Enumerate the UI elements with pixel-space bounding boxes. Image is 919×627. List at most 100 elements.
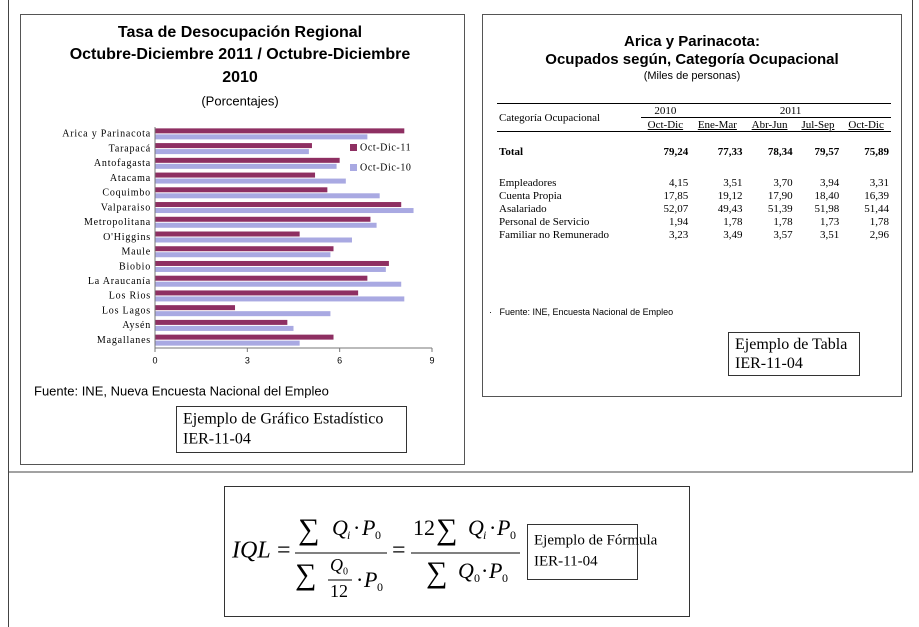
header-cell: Jul-Sep (794, 117, 842, 132)
bar (155, 296, 405, 302)
y-tick-label: Tarapacá (109, 143, 151, 154)
x-tick-label: 3 (245, 355, 250, 365)
table-cell: 52,07 (663, 203, 689, 215)
x-tick-label: 6 (337, 355, 342, 365)
bar (155, 143, 312, 149)
chart-title: Octubre-Diciembre 2011 / Octubre-Diciemb… (70, 46, 411, 63)
spacer (497, 132, 891, 146)
table-cell: 2,96 (869, 229, 889, 241)
bar (155, 275, 368, 281)
table-cell: 1,78 (773, 216, 793, 228)
bar (155, 305, 236, 311)
bar (155, 178, 346, 184)
caption: IER-11-04 (183, 431, 251, 448)
caption: IER-11-04 (534, 553, 598, 569)
caption-box (176, 406, 407, 453)
y-tick-label: Los Rios (109, 291, 151, 302)
legend-swatch (350, 144, 357, 151)
table-cell: 51,39 (767, 203, 793, 215)
formula-glyph: i (347, 528, 350, 542)
bar (155, 334, 334, 340)
table-cell: 1,94 (668, 216, 689, 228)
x-tick-label: 9 (429, 355, 434, 365)
formula-glyph: Q (330, 555, 343, 575)
table-cell: 3,57 (773, 229, 793, 241)
table-cell: 3,94 (820, 177, 840, 189)
table-cell: 79,57 (814, 146, 840, 158)
bar (155, 290, 359, 296)
formula-glyph: 0 (377, 580, 383, 594)
formula-box (224, 486, 690, 617)
y-tick-label: Magallanes (97, 335, 151, 346)
table-cell: 75,89 (864, 146, 889, 158)
chart-source: Fuente: INE, Nueva Encuesta Nacional del… (34, 383, 329, 398)
spacer (497, 159, 891, 177)
bar (155, 157, 340, 163)
table-cell: 3,51 (820, 229, 840, 241)
table-cell: Empleadores (499, 177, 557, 189)
formula-glyph: 12 (413, 515, 435, 540)
formula-glyph: 12 (330, 581, 348, 601)
formula-glyph: 0 (474, 571, 480, 585)
table-cell: 3,23 (668, 229, 689, 241)
table-row: Total 79,24 77,33 78,34 79,57 75,89 (497, 146, 891, 159)
table-row: Empleadores 4,15 3,51 3,70 3,94 3,31 (497, 177, 891, 190)
table-cell: 19,12 (717, 190, 743, 202)
formula-glyph: · (356, 567, 363, 592)
chart-title: 2010 (222, 69, 258, 86)
bar (155, 252, 331, 258)
y-tick-label: La Araucanía (88, 276, 151, 287)
header-row: Oct-Dic Ene-Mar Abr-Jun Jul-Sep Oct-Dic (497, 117, 891, 132)
header-cell: Oct-Dic (640, 117, 691, 132)
formula-glyph: i (483, 528, 486, 542)
y-tick-label: Biobio (119, 261, 151, 272)
table-cell: 4,15 (668, 177, 689, 189)
table-cell: Total (499, 146, 524, 158)
header-cell: Abr-Jun (744, 117, 795, 132)
formula-glyph: ∑ (298, 513, 319, 546)
bar (155, 134, 368, 140)
y-tick-label: O'Higgins (103, 232, 151, 243)
table-cell: 51,98 (814, 203, 840, 215)
bar (155, 260, 389, 266)
bar (155, 231, 300, 237)
header-cell: Oct-Dic (841, 117, 891, 132)
formula-glyph: P (488, 558, 502, 583)
formula-glyph: IQL (231, 538, 271, 564)
chart-subtitle: (Porcentajes) (201, 93, 278, 108)
bar (155, 208, 414, 214)
formula-glyph: · (353, 515, 360, 540)
table-row: Familiar no Remunerado 3,23 3,49 3,57 3,51 2,… (497, 229, 891, 242)
y-tick-label: Coquimbo (102, 188, 151, 199)
formula-glyph: P (361, 515, 375, 540)
table-cell: 16,39 (864, 190, 889, 202)
table-cell: Asalariado (499, 203, 547, 215)
bar (155, 193, 380, 199)
table-cell: 49,43 (717, 203, 743, 215)
legend-swatch (350, 164, 357, 171)
formula-glyph: ∑ (436, 513, 457, 546)
source: Fuente: INE, Encuesta Nacional de Empleo (499, 307, 674, 317)
table-cell: Familiar no Remunerado (499, 229, 609, 241)
table-cell: 18,40 (814, 190, 840, 202)
bar (155, 149, 309, 155)
bar (155, 172, 316, 178)
bar (155, 281, 402, 287)
table-cell: 3,31 (869, 177, 889, 189)
table-cell: 3,49 (723, 229, 743, 241)
bar (155, 311, 331, 317)
y-tick-label: Metropolitana (84, 217, 151, 228)
table-box: Arica y Parinacota: Ocupados según, Cate… (482, 14, 902, 397)
formula-glyph: P (496, 515, 510, 540)
table-cell: Cuenta Propia (499, 190, 562, 202)
y-tick-label: Antofagasta (94, 158, 151, 169)
bar (155, 187, 328, 193)
table-source: · Fuente: INE, Encuesta Nacional de Empl… (489, 307, 674, 317)
formula-glyph: ∑ (295, 558, 316, 591)
table-cell: 79,24 (663, 146, 689, 158)
formula-glyph: 0 (343, 566, 348, 577)
table-cell: 17,85 (663, 190, 689, 202)
formula-glyph: 0 (502, 571, 508, 585)
bar (155, 163, 337, 169)
